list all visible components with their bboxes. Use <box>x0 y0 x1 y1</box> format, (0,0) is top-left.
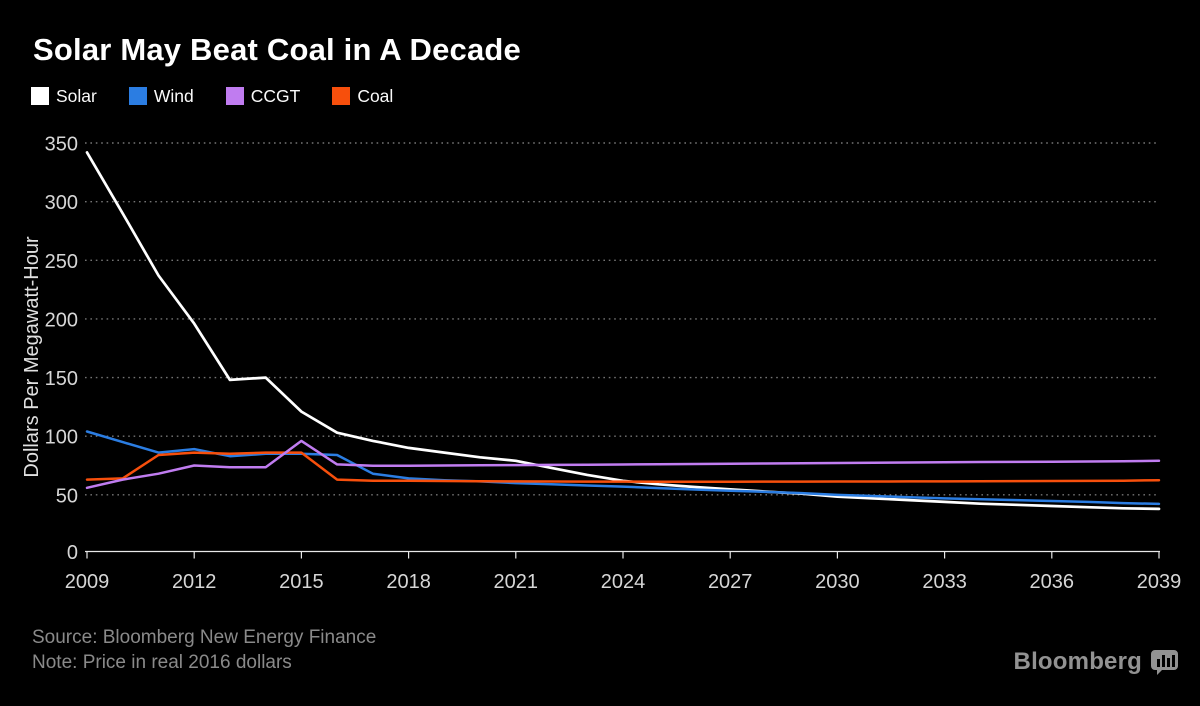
x-tick-label-2039: 2039 <box>1137 571 1182 593</box>
y-axis-title: Dollars Per Megawatt-Hour <box>21 236 43 478</box>
x-tick-label-2036: 2036 <box>1030 571 1075 593</box>
x-tick-label-2027: 2027 <box>708 571 753 593</box>
series-line-ccgt <box>85 439 1161 490</box>
legend-swatch-solar <box>31 87 49 105</box>
x-tick-label-2033: 2033 <box>922 571 967 593</box>
series-line-coal <box>85 451 1161 483</box>
legend-swatch-ccgt <box>225 87 244 105</box>
note-line: Note: Price in real 2016 dollars <box>32 651 292 673</box>
legend-label: CCGT <box>250 86 301 106</box>
x-tick-label-2015: 2015 <box>279 571 324 593</box>
legend-label: Solar <box>56 86 97 106</box>
x-tick-label-2012: 2012 <box>172 571 217 593</box>
y-tick-label-350: 350 <box>45 134 78 156</box>
legend-label: Coal <box>357 86 394 106</box>
y-tick-label-0: 0 <box>67 542 78 564</box>
x-tick-label-2024: 2024 <box>601 571 646 593</box>
y-tick-label-300: 300 <box>45 192 78 214</box>
y-tick-label-250: 250 <box>45 251 78 273</box>
chart-title: Solar May Beat Coal in A Decade <box>33 32 522 67</box>
source-line: Source: Bloomberg New Energy Finance <box>32 627 377 648</box>
legend-label: Wind <box>153 86 194 106</box>
y-tick-label-50: 50 <box>56 485 78 507</box>
x-tick-label-2021: 2021 <box>494 571 539 593</box>
y-tick-label-150: 150 <box>45 368 78 390</box>
legend: Solar Wind CCGT Coal <box>31 87 425 105</box>
x-tick-label-2009: 2009 <box>65 571 110 593</box>
legend-swatch-coal <box>332 87 351 105</box>
bloomberg-chart-bubble-icon <box>1151 649 1178 675</box>
x-tick-label-2030: 2030 <box>815 571 860 593</box>
bloomberg-logo-text: Bloomberg <box>1013 648 1142 675</box>
legend-swatch-wind <box>128 87 147 105</box>
legend-item-wind: Wind <box>128 86 194 106</box>
legend-item-coal: Coal <box>332 87 393 105</box>
legend-item-solar: Solar <box>31 87 97 105</box>
x-tick-label-2018: 2018 <box>386 571 431 593</box>
source-note-block: Source: Bloomberg New Energy Finance Not… <box>32 626 376 675</box>
y-tick-label-100: 100 <box>45 427 78 449</box>
legend-item-ccgt: CCGT <box>225 86 301 106</box>
bloomberg-logo: Bloomberg <box>1014 648 1178 676</box>
y-tick-label-200: 200 <box>45 309 78 331</box>
